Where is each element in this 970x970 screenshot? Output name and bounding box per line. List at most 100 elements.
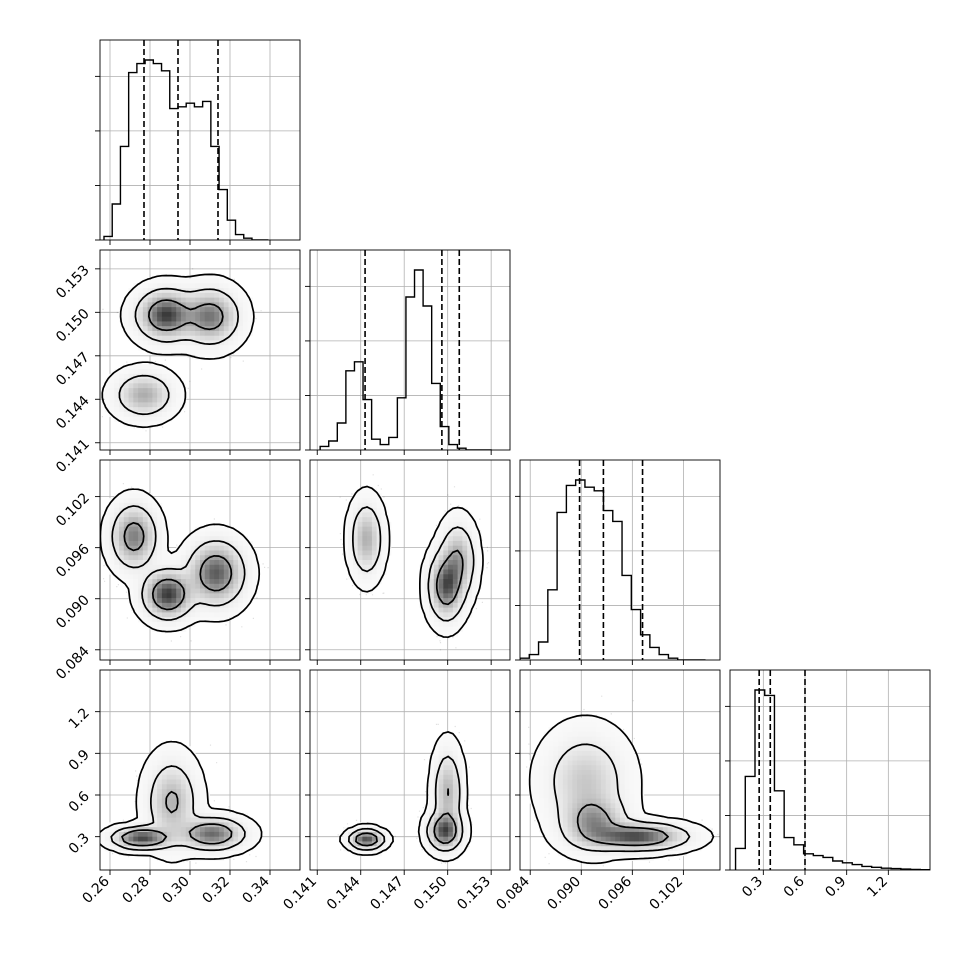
pair-1-0-density-cell: [147, 388, 153, 394]
pair-3-0-density-cell: [195, 808, 201, 814]
pair-2-1-density-cell: [452, 579, 459, 585]
pair-3-2-density-cell: [586, 812, 592, 819]
pair-3-2-density-cell: [605, 831, 611, 838]
pair-2-1-density-cell: [457, 564, 463, 570]
pair-1-0-density-cell: [166, 407, 172, 413]
pair-2-0-density-cell: [161, 626, 168, 632]
pair-2-1-density-cell: [462, 540, 468, 547]
pair-3-2-density-cell: [553, 746, 559, 752]
pair-1-0-density-cell: [147, 369, 153, 375]
pair-3-2-density-cell: [629, 812, 635, 819]
pair-2-1-density-cell: [467, 555, 473, 561]
pair-1-0-density-cell: [109, 378, 115, 384]
pair-2-0-density-cell: [119, 555, 125, 561]
pair-1-0-density-cell: [133, 392, 139, 399]
pair-3-1-density-cell: [438, 750, 444, 757]
pair-1-0-density-cell: [104, 388, 110, 394]
pair-3-0-density-cell: [109, 831, 115, 838]
pair-1-0-density-cell: [190, 316, 196, 322]
pair-2-1-density-cell: [438, 631, 444, 637]
pair-3-0-density-cell: [176, 770, 182, 776]
pair-3-0-density-cell: [195, 798, 201, 804]
pair-3-0-density-cell: [142, 784, 149, 790]
pair-3-0-density-cell: [190, 822, 196, 828]
pair-2-1-density-cell: [462, 569, 468, 575]
pair-2-1-density-cell: [433, 555, 439, 561]
pair-1-0-density-cell: [119, 369, 125, 375]
pair-2-1-density-cell: [443, 598, 449, 604]
pair-3-2-density-cell: [610, 755, 616, 761]
pair-2-1-density-cell: [424, 569, 430, 575]
pair-3-0-density-cell: [157, 831, 163, 838]
pair-2-0-density-cell: [138, 526, 144, 532]
pair-3-2-content: [520, 670, 720, 870]
pair-3-0-density-cell: [138, 793, 144, 799]
pair-3-2-density-cell: [696, 827, 702, 833]
pair-3-1-density-cell: [443, 827, 449, 833]
pair-2-1-density-cell: [371, 545, 378, 551]
pair-2-1-density-cell: [448, 517, 454, 523]
pair-1-0-density-cell: [128, 364, 134, 370]
pair-2-0-density-cell: [119, 526, 125, 532]
pair-3-2-density-cell: [553, 812, 559, 819]
pair-2-0-density-cell: [138, 588, 144, 594]
pair-1-0-density-cell: [128, 330, 134, 337]
pair-2-0-density-cell: [133, 569, 139, 575]
pair-1-0-density-cell: [228, 302, 234, 308]
pair-2-1-density-cell: [471, 598, 478, 604]
pair-2-1-density-cell: [429, 607, 435, 613]
pair-2-0-density-cell: [204, 617, 210, 623]
pair-2-1-density-cell: [352, 526, 359, 532]
pair-3-2-density-cell: [596, 741, 602, 747]
pair-3-2-density-cell: [615, 770, 621, 776]
pair-2-0-density-cell: [219, 598, 225, 604]
pair-2-0-density-cell: [214, 526, 220, 532]
pair-2-0-density-cell: [128, 574, 134, 580]
pair-1-0-density-cell: [142, 297, 149, 303]
pair-3-2-density-cell: [577, 774, 583, 780]
pair-3-0-density-cell: [252, 841, 258, 847]
pair-3-1-density-cell: [429, 765, 435, 771]
pair-2-1-density-cell: [419, 588, 425, 594]
pair-3-0-density-cell: [223, 822, 229, 828]
pair-3-2-density-cell: [639, 846, 645, 852]
pair-1-0-density-cell: [138, 416, 144, 422]
pair-1-0-density-cell: [209, 273, 215, 279]
pair-3-0-density-cell: [161, 793, 168, 799]
pair-2-1-content: [310, 460, 510, 660]
pair-3-0-density-cell: [161, 798, 168, 804]
pair-2-0-density-cell: [128, 593, 134, 599]
pair-3-2-density-cell: [620, 850, 626, 857]
pair-3-2-density-cell: [620, 846, 626, 852]
pair-1-0-density-cell: [147, 340, 153, 346]
pair-3-2-density-cell: [543, 746, 549, 752]
pair-3-1-density-cell: [438, 798, 444, 804]
pair-3-0-density-cell: [195, 831, 201, 838]
pair-2-1-density-cell: [362, 545, 368, 551]
pair-2-1-density-cell: [419, 569, 425, 575]
pair-1-0-density-cell: [157, 345, 163, 351]
pair-2-0-density-cell: [128, 502, 134, 509]
pair-3-1-density-cell: [429, 817, 435, 823]
pair-3-2-density-cell: [567, 717, 573, 723]
pair-3-2-density-cell: [539, 803, 545, 809]
pair-2-0-density-cell: [104, 521, 110, 528]
pair-2-1-density-cell: [343, 550, 349, 556]
pair-2-1-density-cell: [381, 517, 387, 523]
pair-3-1-density-cell: [443, 850, 449, 857]
pair-3-0-density-cell: [195, 827, 201, 833]
pair-3-2-density-cell: [615, 727, 621, 733]
pair-1-0-density-cell: [228, 340, 234, 346]
pair-2-0-density-cell: [190, 545, 196, 551]
pair-2-1-density-cell: [452, 507, 459, 513]
pair-2-1-density-cell: [443, 545, 449, 551]
pair-2-0-density-cell: [185, 536, 191, 542]
pair-3-0-density-cell: [214, 850, 220, 857]
pair-1-0-density-cell: [171, 407, 177, 413]
pair-3-2-density-cell: [577, 717, 583, 723]
pair-3-2-density-cell: [605, 750, 611, 757]
pair-1-0-density-cell: [114, 378, 120, 384]
pair-1-0-density-cell: [195, 321, 201, 327]
pair-2-0-density-cell: [157, 588, 163, 594]
pair-2-1-density-cell: [443, 574, 449, 580]
